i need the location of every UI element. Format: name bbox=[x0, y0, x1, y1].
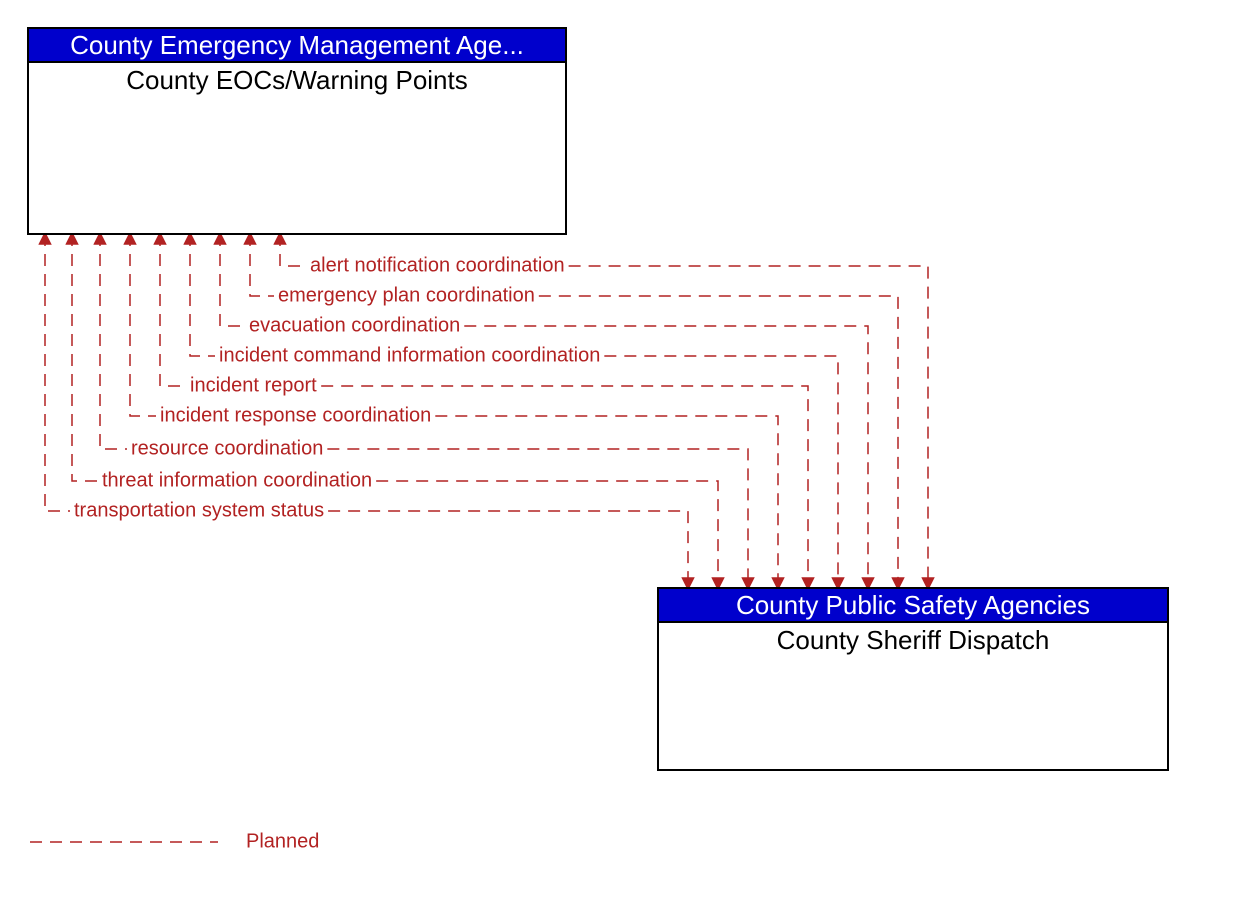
flow-label: incident response coordination bbox=[160, 404, 431, 426]
flow-line-top-segment bbox=[45, 234, 70, 511]
flow-label: emergency plan coordination bbox=[278, 284, 535, 306]
bottom-box-header-text: County Public Safety Agencies bbox=[736, 590, 1090, 620]
flow-line-top-segment bbox=[220, 234, 245, 326]
flow-line-top-segment bbox=[100, 234, 127, 449]
flow-label: transportation system status bbox=[74, 499, 324, 521]
flow-line-bottom-segment bbox=[376, 481, 718, 588]
bottom-box-body-text: County Sheriff Dispatch bbox=[777, 625, 1050, 655]
flow-line-top-segment bbox=[250, 234, 274, 296]
legend: Planned bbox=[30, 830, 319, 852]
flow-line-bottom-segment bbox=[604, 356, 838, 588]
flow-line-top-segment bbox=[160, 234, 186, 386]
flow-line-top-segment bbox=[190, 234, 215, 356]
legend-planned-label: Planned bbox=[246, 830, 319, 852]
flow-line-top-segment bbox=[72, 234, 98, 481]
top-box-body-text: County EOCs/Warning Points bbox=[126, 65, 468, 95]
top-box-header-text: County Emergency Management Age... bbox=[70, 30, 524, 60]
flow-line-top-segment bbox=[130, 234, 156, 416]
bottom-entity-box: County Public Safety Agencies County Sher… bbox=[658, 588, 1168, 770]
flow-line-bottom-segment bbox=[328, 511, 688, 588]
flows-group: alert notification coordination emergency… bbox=[45, 234, 928, 588]
architecture-flow-diagram: alert notification coordination emergency… bbox=[0, 0, 1252, 897]
flow-line-bottom-segment bbox=[327, 449, 748, 588]
flow-label: alert notification coordination bbox=[310, 254, 565, 276]
flow-label: incident command information coordinatio… bbox=[219, 344, 600, 366]
flow-label: evacuation coordination bbox=[249, 314, 460, 336]
flow-label: incident report bbox=[190, 374, 317, 396]
top-entity-box: County Emergency Management Age... County… bbox=[28, 28, 566, 234]
flow-line-bottom-segment bbox=[435, 416, 778, 588]
flow-label: resource coordination bbox=[131, 437, 323, 459]
flow-label: threat information coordination bbox=[102, 469, 372, 491]
flow-line-top-segment bbox=[280, 234, 306, 266]
